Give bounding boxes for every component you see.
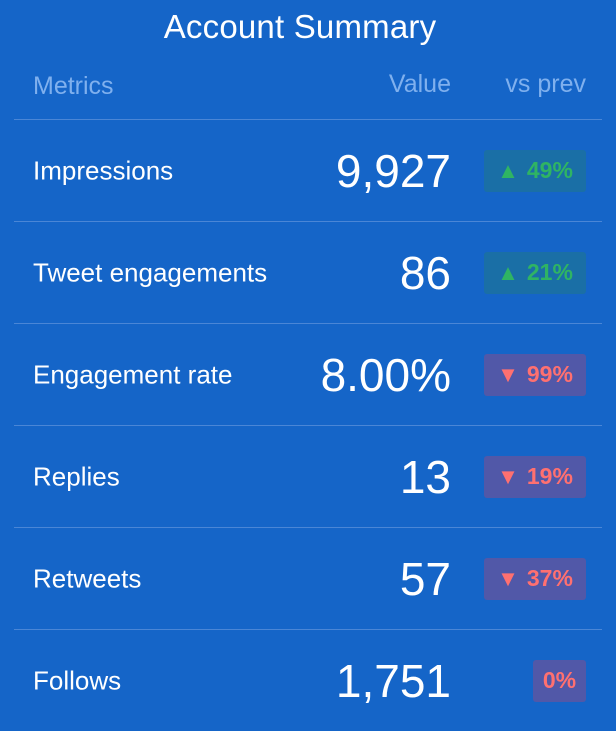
down-arrow-icon: ▼	[497, 361, 519, 387]
change-badge: 0%	[533, 659, 586, 702]
metric-label: Retweets	[33, 563, 142, 593]
table-row: Engagement rate 8.00% ▼ 99%	[14, 323, 602, 425]
table-row: Retweets 57 ▼ 37%	[14, 527, 602, 629]
metric-label: Tweet engagements	[33, 257, 268, 287]
change-column-header: vs prev	[505, 70, 586, 98]
up-arrow-icon: ▲	[497, 157, 519, 183]
metrics-table: Impressions 9,927 ▲ 49% Tweet engagements…	[14, 119, 602, 731]
change-percent: 0%	[542, 667, 577, 693]
table-header: Metrics Value vs prev	[0, 70, 616, 110]
change-badge: ▼ 19%	[484, 455, 586, 498]
change-percent: 49%	[526, 157, 573, 183]
metric-label: Replies	[33, 461, 120, 491]
change-percent: 19%	[526, 463, 573, 489]
change-badge: ▲ 21%	[484, 251, 586, 294]
metric-value: 57	[399, 552, 451, 605]
metric-label: Engagement rate	[33, 359, 233, 389]
down-arrow-icon: ▼	[497, 565, 519, 591]
metric-value: 13	[399, 450, 451, 503]
metric-value: 8.00%	[320, 348, 451, 401]
table-row: Follows 1,751 0%	[14, 629, 602, 731]
change-percent: 21%	[526, 259, 573, 285]
change-badge: ▲ 49%	[484, 149, 586, 192]
down-arrow-icon: ▼	[497, 463, 519, 489]
change-percent: 99%	[526, 361, 573, 387]
table-row: Replies 13 ▼ 19%	[14, 425, 602, 527]
table-row: Impressions 9,927 ▲ 49%	[14, 119, 602, 221]
value-column-header: Value	[388, 70, 451, 98]
change-badge: ▼ 99%	[484, 353, 586, 396]
metric-value: 9,927	[335, 144, 451, 197]
metric-value: 1,751	[335, 654, 451, 707]
up-arrow-icon: ▲	[497, 259, 519, 285]
change-percent: 37%	[526, 565, 573, 591]
metric-label: Impressions	[33, 155, 174, 185]
account-summary-card: Account Summary Metrics Value vs prev Im…	[0, 8, 616, 707]
change-badge: ▼ 37%	[484, 557, 586, 600]
metric-label: Follows	[33, 665, 122, 695]
card-title: Account Summary	[163, 8, 437, 45]
metric-value: 86	[399, 246, 451, 299]
table-row: Tweet engagements 86 ▲ 21%	[14, 221, 602, 323]
metrics-column-header: Metrics	[33, 72, 114, 100]
